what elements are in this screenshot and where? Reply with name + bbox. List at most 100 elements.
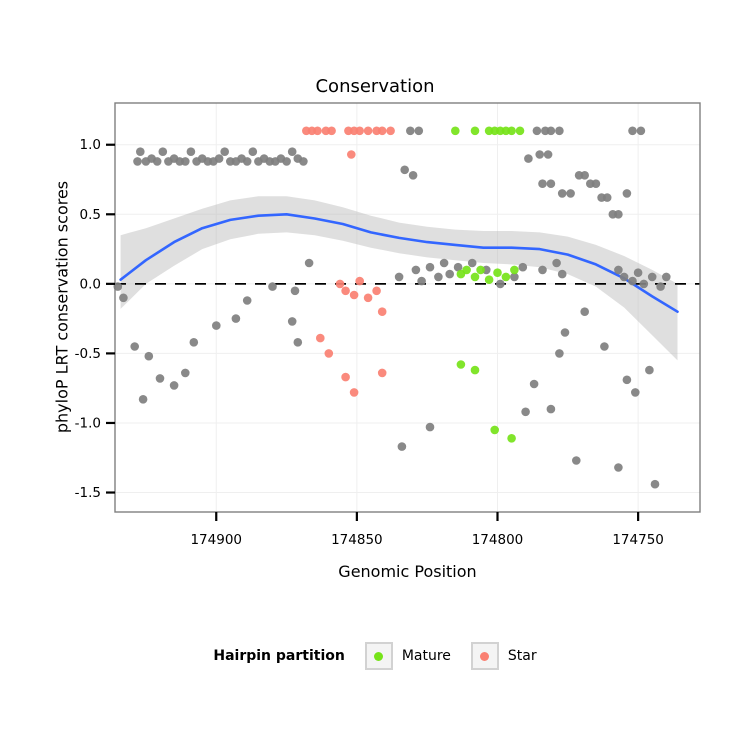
data-point-other [622, 189, 632, 198]
data-point-other [169, 381, 179, 390]
data-point-other [614, 463, 623, 472]
y-tick-label: 1.0 [80, 137, 101, 153]
mature-dot-icon [374, 651, 384, 661]
legend: Hairpin partition Mature Star [0, 642, 750, 670]
data-point-other [566, 189, 575, 198]
data-point-other [580, 307, 589, 317]
panel-background [115, 103, 700, 512]
data-point-other [662, 272, 671, 282]
data-point-star [335, 279, 345, 289]
data-point-other [304, 258, 314, 268]
data-point-other [552, 258, 561, 268]
data-point-other [633, 268, 643, 278]
data-point-star [363, 293, 373, 303]
data-point-other [290, 286, 300, 296]
data-point-other [439, 258, 449, 268]
data-point-other [538, 265, 547, 275]
data-point-other [152, 157, 162, 166]
data-point-other [628, 276, 637, 286]
data-point-star [386, 126, 395, 136]
y-axis-title: phyloP LRT conservation scores [52, 180, 72, 434]
data-point-other [133, 157, 142, 166]
data-point-star [355, 126, 365, 136]
data-point-other [406, 126, 415, 136]
data-point-other [532, 126, 542, 136]
data-point-other [521, 407, 530, 417]
data-point-star [377, 307, 387, 317]
data-point-other [186, 147, 196, 156]
data-point-other [242, 296, 252, 305]
data-point-star [313, 126, 322, 136]
data-point-other [496, 279, 505, 289]
data-point-other [546, 179, 556, 188]
data-point-other [636, 126, 646, 136]
data-point-other [535, 150, 544, 159]
data-point-star [347, 150, 356, 159]
data-point-other [518, 262, 528, 272]
data-point-other [546, 126, 556, 136]
data-point-other [130, 342, 139, 351]
data-point-other [557, 269, 567, 279]
data-point-other [425, 262, 435, 272]
data-point-star [363, 126, 373, 136]
y-tick-label: 0.5 [80, 207, 101, 223]
data-point-other [538, 179, 547, 188]
data-point-other [181, 368, 190, 378]
plot-canvas: 174900 174850 174800 174750 1.0 0.5 0.0 -0.5 -1.… [75, 102, 701, 548]
data-point-star [372, 286, 381, 296]
x-tick-label: 174750 [612, 532, 664, 548]
y-tick-label: 0.0 [80, 276, 101, 292]
data-point-other [529, 379, 539, 389]
data-point-other [397, 442, 407, 451]
data-point-mature [490, 425, 500, 435]
data-point-other [656, 282, 665, 291]
legend-label-mature: Mature [401, 648, 451, 664]
data-point-other [119, 293, 128, 303]
data-point-other [560, 328, 570, 337]
data-point-star [327, 126, 336, 136]
data-point-other [647, 272, 657, 282]
data-point-other [557, 189, 567, 198]
data-point-mature [451, 126, 460, 136]
legend-item-mature: Mature [364, 642, 451, 670]
data-point-other [138, 395, 148, 404]
data-point-other [524, 154, 533, 163]
data-point-other [155, 374, 165, 383]
legend-item-star: Star [470, 642, 537, 670]
legend-title: Hairpin partition [213, 648, 345, 664]
data-point-other [282, 157, 291, 166]
data-point-star [316, 333, 325, 343]
data-point-other [287, 147, 297, 156]
data-point-star [377, 126, 387, 136]
data-point-other [622, 375, 632, 385]
data-point-mature [470, 126, 480, 136]
data-point-other [580, 171, 589, 180]
data-point-other [189, 338, 199, 347]
data-point-other [425, 422, 435, 432]
chart-title: Conservation [315, 76, 435, 97]
data-point-mature [470, 365, 480, 375]
data-point-other [555, 126, 564, 136]
legend-key-star [470, 642, 499, 670]
data-point-mature [484, 275, 494, 285]
panel-border [114, 102, 701, 513]
data-point-other [600, 342, 609, 351]
data-point-other [268, 282, 277, 291]
data-point-mature [515, 126, 525, 136]
data-point-other [445, 269, 455, 279]
data-point-other [214, 154, 224, 163]
y-tick-label: -0.5 [75, 346, 101, 362]
data-point-mature [476, 265, 485, 275]
data-point-other [212, 321, 221, 330]
data-point-other [546, 404, 556, 414]
data-point-mature [493, 268, 502, 278]
data-point-other [220, 147, 229, 156]
data-point-other [181, 157, 190, 166]
data-point-star [377, 368, 387, 378]
data-point-other [628, 126, 637, 136]
data-point-other [543, 150, 553, 159]
legend-key-mature [364, 642, 393, 670]
data-point-mature [510, 265, 519, 275]
data-point-star [324, 349, 334, 358]
